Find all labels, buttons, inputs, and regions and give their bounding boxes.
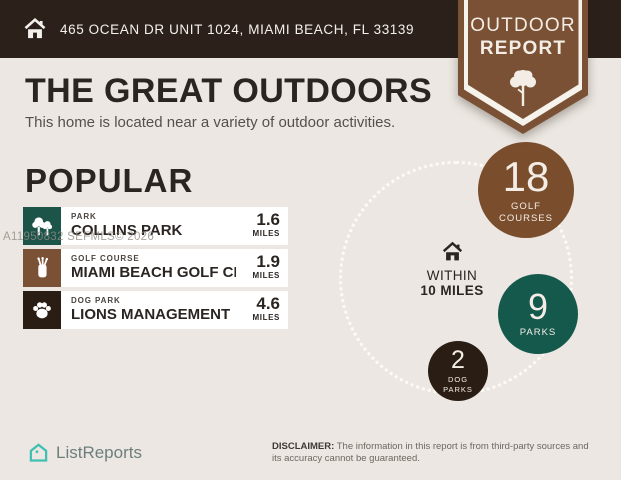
radius-value: 10 MILES xyxy=(420,283,484,298)
badge-title-line2: REPORT xyxy=(479,38,567,59)
stat-golf-courses: 18 GOLF COURSES xyxy=(478,142,574,238)
popular-heading: POPULAR xyxy=(25,162,194,199)
badge-content: OUTDOOR REPORT xyxy=(458,0,588,134)
dog-park-icon-tile xyxy=(23,291,61,329)
place-card-park: PARK COLLINS PARK 1.6 MILES xyxy=(23,207,288,245)
home-icon xyxy=(442,241,462,261)
place-category: PARK xyxy=(71,212,97,221)
place-name: MIAMI BEACH GOLF CLUB xyxy=(71,264,236,281)
golf-courses-label: GOLF COURSES xyxy=(499,200,553,224)
dog-parks-label: DOG PARKS xyxy=(443,375,473,394)
stat-parks: 9 PARKS xyxy=(498,274,578,354)
house-icon xyxy=(24,17,46,39)
golf-icon-tile xyxy=(23,249,61,287)
place-distance-unit: MILES xyxy=(252,313,280,322)
listreports-logo: ListReports xyxy=(28,442,142,463)
golf-bag-icon xyxy=(37,256,49,278)
place-category: DOG PARK xyxy=(71,296,121,305)
tree-icon xyxy=(510,70,536,106)
place-distance: 4.6 xyxy=(256,294,280,313)
outdoor-report-badge: OUTDOOR REPORT xyxy=(458,0,588,134)
page-title: THE GREAT OUTDOORS xyxy=(25,72,433,110)
place-distance-unit: MILES xyxy=(252,271,280,280)
listreports-house-icon xyxy=(29,443,48,462)
parks-count: 9 xyxy=(527,286,549,328)
property-address: 465 OCEAN DR UNIT 1024, MIAMI BEACH, FL … xyxy=(60,21,415,37)
park-icon-tile xyxy=(23,207,61,245)
place-distance: 1.6 xyxy=(256,210,280,229)
place-distance: 1.9 xyxy=(256,252,280,271)
place-name: COLLINS PARK xyxy=(71,222,183,239)
place-category: GOLF COURSE xyxy=(71,254,140,263)
stat-dog-parks: 2 DOG PARKS xyxy=(428,341,488,401)
badge-title-line1: OUTDOOR xyxy=(470,15,576,36)
mls-watermark: A11950832 SEFMLS© 2026 xyxy=(3,231,155,243)
disclaimer-text: DISCLAIMER: The information in this repo… xyxy=(272,441,589,464)
disclaimer-label: DISCLAIMER: xyxy=(272,441,335,452)
dog-parks-count: 2 xyxy=(451,346,465,375)
place-card-golf-course: GOLF COURSE MIAMI BEACH GOLF CLUB 1.9 MI… xyxy=(23,249,288,287)
listreports-wordmark: ListReports xyxy=(56,442,142,462)
within-label: WITHIN xyxy=(426,268,478,283)
place-name: LIONS MANAGEMENT xyxy=(71,306,231,323)
place-card-dog-park: DOG PARK LIONS MANAGEMENT 4.6 MILES xyxy=(23,291,288,329)
park-trees-icon xyxy=(32,217,53,236)
radius-center-label: WITHIN 10 MILES xyxy=(402,240,502,298)
place-distance-unit: MILES xyxy=(252,229,280,238)
golf-courses-count: 18 xyxy=(502,152,550,200)
parks-label: PARKS xyxy=(519,327,557,339)
dog-paw-icon xyxy=(33,302,51,319)
page-subtitle: This home is located near a variety of o… xyxy=(25,114,396,131)
